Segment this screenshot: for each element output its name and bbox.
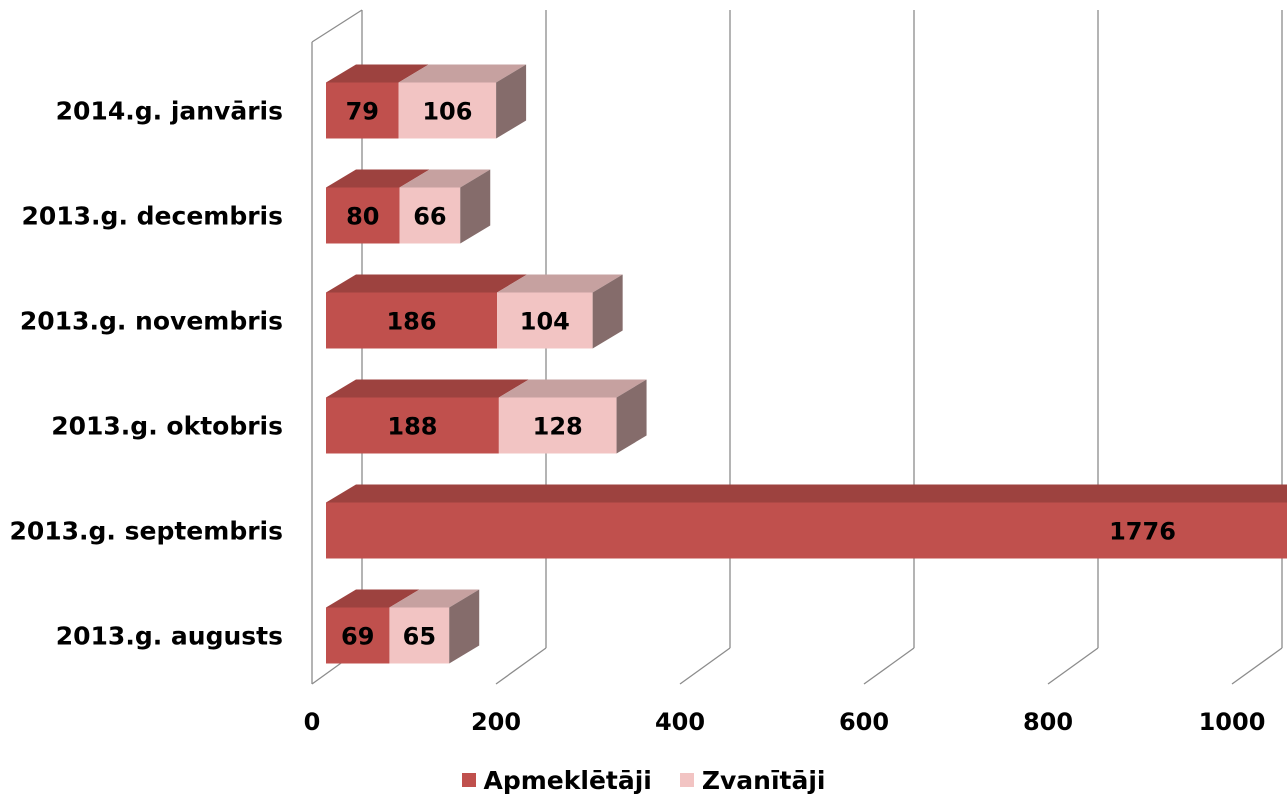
- bar-side: [496, 64, 527, 139]
- floor-gridline: [1047, 647, 1099, 685]
- bar: [326, 607, 390, 664]
- category-labels: 2013.g. augusts 2013.g. septembris 2013.g.…: [9, 97, 283, 651]
- bar-top: [326, 484, 1287, 503]
- legend: Apmeklētāji Zvanītāji: [0, 760, 1287, 800]
- data-label: 1776: [1109, 518, 1176, 546]
- data-label: 69: [341, 623, 374, 651]
- bar: [399, 187, 461, 244]
- category-label: 2013.g. oktobris: [51, 412, 283, 441]
- legend-swatch-apmekletaji: [461, 773, 476, 787]
- bar-top: [389, 589, 480, 608]
- x-tick-label: 200: [471, 708, 521, 736]
- floor-gridline: [1231, 647, 1283, 685]
- bar-side: [449, 589, 480, 664]
- bar-chart: 6965177687188128186104806679106 2013.g. …: [9, 9, 1287, 736]
- bar: [326, 502, 1287, 559]
- bar: [326, 82, 399, 139]
- floor-gridline: [495, 647, 547, 685]
- legend-label-zvanitaji: Zvanītāji: [701, 765, 826, 795]
- data-label: 65: [403, 623, 436, 651]
- data-label: 188: [387, 413, 437, 441]
- bar-top: [326, 274, 528, 293]
- x-tick-labels: 0200400600800100012001400160018002000: [304, 708, 1266, 736]
- bar-top: [498, 379, 647, 398]
- bar: [498, 397, 617, 454]
- x-tick-label: 1000: [1199, 708, 1266, 736]
- x-tick-label: 400: [655, 708, 705, 736]
- bar-side: [592, 274, 623, 349]
- category-label: 2013.g. septembris: [9, 517, 283, 546]
- bars: 6965177687188128186104806679106: [326, 64, 1287, 664]
- x-tick-label: 0: [304, 708, 321, 736]
- category-label: 2013.g. decembris: [21, 202, 283, 231]
- category-label: 2013.g. novembris: [20, 307, 283, 336]
- bar: [326, 292, 498, 349]
- bar: [398, 82, 497, 139]
- bar: [389, 607, 450, 664]
- data-label: 66: [413, 203, 446, 231]
- legend-item-apmekletaji: Apmeklētāji: [461, 765, 652, 795]
- data-label: 104: [520, 308, 570, 336]
- category-label: 2014.g. janvāris: [56, 97, 283, 126]
- floor-gridline: [863, 647, 915, 685]
- legend-item-zvanitaji: Zvanītāji: [679, 765, 826, 795]
- bar-top: [497, 274, 623, 293]
- bar-top: [326, 64, 429, 83]
- bar: [497, 292, 593, 349]
- category-label: 2013.g. augusts: [56, 622, 283, 651]
- data-label: 79: [346, 98, 379, 126]
- data-label: 80: [346, 203, 379, 231]
- bar-top: [398, 64, 527, 83]
- data-label: 128: [533, 413, 583, 441]
- left-wall-top: [311, 9, 363, 43]
- data-label: 106: [422, 98, 472, 126]
- bar: [326, 187, 400, 244]
- bar-top: [326, 379, 529, 398]
- bar-top: [326, 169, 430, 188]
- floor-gridline: [679, 647, 731, 685]
- data-label: 186: [386, 308, 436, 336]
- bar-side: [460, 169, 491, 244]
- bar: [326, 397, 499, 454]
- bar-top: [399, 169, 491, 188]
- legend-label-apmekletaji: Apmeklētāji: [483, 765, 652, 795]
- x-tick-label: 800: [1023, 708, 1073, 736]
- legend-swatch-zvanitaji: [679, 773, 694, 787]
- x-tick-label: 600: [839, 708, 889, 736]
- bar-top: [326, 589, 420, 608]
- bar-side: [616, 379, 647, 454]
